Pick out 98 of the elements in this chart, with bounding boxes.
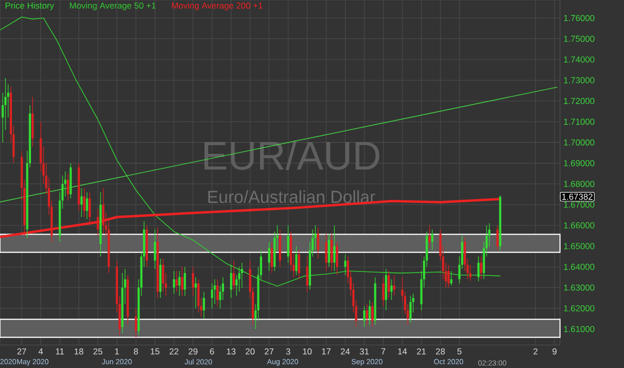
- x-tick-label: 13: [226, 348, 236, 355]
- candlestick: [409, 296, 412, 324]
- y-tick-label: 1.64000: [564, 264, 594, 270]
- x-tick-label: 25: [93, 348, 102, 355]
- candlestick: [102, 188, 104, 234]
- candlestick: [178, 270, 181, 296]
- x-tick-label: 14: [398, 348, 407, 354]
- candlestick: [431, 229, 434, 251]
- y-tick-label: 1.70000: [564, 139, 594, 146]
- x-tick-label: 20: [246, 348, 255, 355]
- candlestick: [181, 266, 184, 296]
- candlestick: [480, 256, 482, 280]
- y-tick-label: 1.74000: [564, 56, 594, 63]
- candlestick: [447, 264, 450, 288]
- candlestick: [268, 242, 270, 272]
- x-tick-label: 31: [360, 348, 369, 355]
- x-tick-label: 18: [74, 348, 84, 355]
- candlestick: [316, 227, 320, 259]
- candlestick: [330, 233, 333, 272]
- x-tick-label: 27: [264, 348, 274, 354]
- candlestick: [496, 225, 499, 251]
- candlestick: [428, 225, 431, 249]
- line-series: [0, 16, 501, 287]
- candlestick: [382, 276, 384, 307]
- candlestick: [393, 274, 396, 296]
- text: 1.67382: [562, 194, 592, 200]
- candlestick: [176, 270, 178, 292]
- x-tick-label: 22: [170, 348, 178, 354]
- x-tick-label: 28: [436, 348, 445, 355]
- candlestick: [287, 225, 290, 264]
- candlestick: [325, 233, 328, 272]
- text: Euro/Australian Dollar: [208, 190, 376, 204]
- y-tick-label: 1.71000: [564, 118, 594, 125]
- x-tick-label: 6: [210, 348, 214, 355]
- candlestick: [202, 291, 205, 320]
- candlestick: [333, 225, 336, 272]
- candlestick: [270, 242, 273, 274]
- y-tick-label: 1.68000: [564, 180, 594, 187]
- x-tick-label: 9: [552, 348, 557, 355]
- x-tick-label: 3: [286, 348, 290, 355]
- candlestick: [295, 246, 298, 276]
- candlestick: [192, 266, 194, 296]
- candlestick: [83, 188, 86, 218]
- candlestick: [298, 250, 300, 280]
- x-tick-label: 4: [38, 348, 43, 354]
- candlestick: [134, 308, 138, 338]
- y-tick-label: 1.76000: [564, 14, 594, 22]
- candlestick: [368, 300, 371, 326]
- candlestick: [230, 264, 232, 298]
- y-tick-label: 1.63000: [564, 284, 594, 291]
- candlestick: [154, 229, 156, 270]
- candlestick: [86, 192, 88, 220]
- candlestick: [371, 302, 374, 328]
- candlestick: [216, 278, 219, 307]
- y-tick-label: 1.67000: [564, 202, 594, 208]
- x-tick-label: 1: [115, 348, 119, 354]
- candlestick: [66, 173, 70, 201]
- text: Moving Average 200 +1: [172, 2, 262, 10]
- candlestick: [306, 256, 308, 292]
- x-tick-label: 15: [150, 348, 160, 354]
- y-tick-label: 1.75000: [564, 36, 594, 42]
- x-tick-label: 5: [457, 348, 462, 354]
- candlestick: [88, 192, 91, 226]
- x-tick-label: 24: [340, 348, 350, 354]
- text: Moving Average 50 +1: [70, 2, 156, 10]
- candlestick: [184, 266, 186, 296]
- candlestick: [344, 254, 346, 276]
- x-tick-label: 2: [534, 348, 538, 354]
- candlestick: [388, 270, 390, 298]
- candlestick: [328, 233, 330, 268]
- x-tick-label: 17: [322, 348, 331, 354]
- candlestick: [214, 278, 216, 304]
- candlestick: [238, 266, 240, 292]
- candlestick: [232, 260, 235, 290]
- candlestick: [197, 278, 200, 313]
- y-tick-label: 1.61000: [564, 326, 594, 332]
- y-tick-label: 1.69000: [564, 160, 594, 166]
- candlestick: [162, 258, 164, 292]
- candlestick: [336, 242, 338, 276]
- y-tick-label: 1.62000: [564, 305, 594, 312]
- x-tick-label: 27: [17, 348, 26, 354]
- x-tick-label: 7: [381, 348, 386, 354]
- x-tick-label: 11: [56, 348, 64, 354]
- candlestick: [210, 283, 214, 309]
- text: Price History: [6, 2, 54, 10]
- x-tick-label: 29: [188, 348, 198, 355]
- y-tick-label: 1.72000: [564, 98, 594, 104]
- candlestick: [96, 208, 99, 236]
- x-tick-label: 8: [134, 348, 138, 355]
- candlestick: [477, 256, 480, 282]
- candlestick: [450, 270, 452, 286]
- y-tick-label: 1.66000: [564, 222, 594, 228]
- candlestick: [363, 306, 366, 328]
- candlestick: [194, 276, 197, 309]
- y-tick-label: 1.73000: [564, 77, 594, 84]
- y-tick-label: 1.65000: [564, 243, 594, 250]
- x-tick-label: 10: [303, 348, 312, 355]
- x-tick-label: 21: [416, 348, 426, 354]
